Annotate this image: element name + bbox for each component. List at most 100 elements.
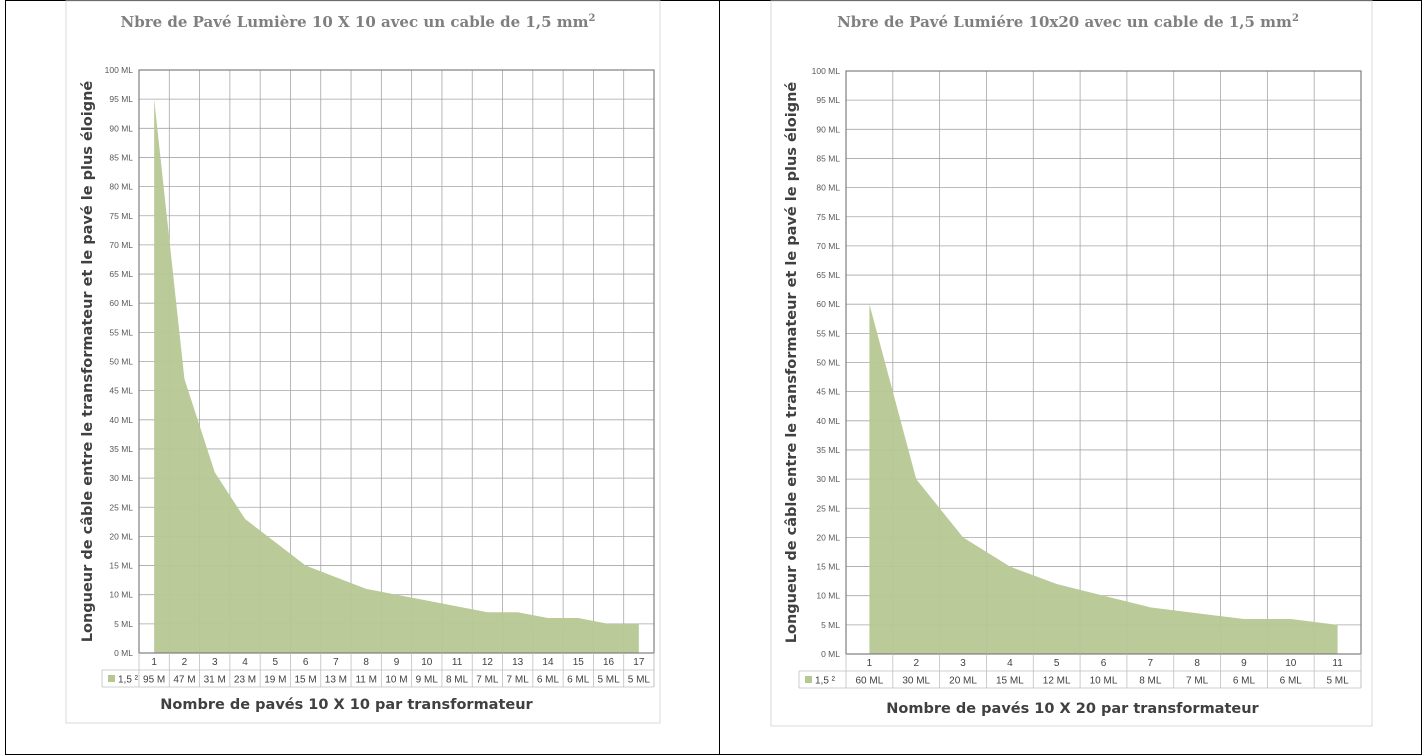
data-table-value: 47 M: [173, 675, 195, 686]
data-table-value: 8 ML: [1139, 676, 1162, 687]
x-tick-label: 2: [913, 658, 919, 669]
y-tick-label: 50 ML: [109, 357, 133, 367]
y-tick-label: 60 ML: [109, 298, 133, 308]
data-table-value: 19 M: [264, 675, 286, 686]
x-tick-label: 8: [1194, 658, 1200, 669]
data-table-value: 15 M: [295, 675, 317, 686]
legend-label: 1,5 ²: [815, 676, 836, 687]
legend-key: [805, 676, 812, 683]
y-tick-label: 55 ML: [109, 327, 133, 337]
data-table-value: 11 M: [355, 675, 377, 686]
x-tick-label: 4: [242, 657, 248, 668]
x-tick-label: 17: [633, 657, 645, 668]
x-tick-label: 9: [1241, 658, 1247, 669]
x-tick-label: 2: [182, 657, 188, 668]
x-tick-label: 10: [421, 657, 433, 668]
x-tick-label: 9: [394, 657, 400, 668]
data-table-value: 6 ML: [537, 675, 560, 686]
y-tick-label: 65 ML: [109, 269, 133, 279]
y-tick-label: 45 ML: [109, 386, 133, 396]
y-tick-label: 75 ML: [816, 212, 840, 222]
y-tick-label: 65 ML: [816, 270, 840, 280]
y-tick-label: 70 ML: [816, 241, 840, 251]
y-tick-label: 100 ML: [105, 65, 134, 75]
y-tick-label: 25 ML: [109, 502, 133, 512]
chart-title-superscript: 2: [1292, 13, 1299, 24]
y-tick-label: 0 ML: [821, 649, 840, 659]
legend-key: [108, 675, 115, 682]
y-tick-label: 10 ML: [816, 591, 840, 601]
data-table-value: 31 M: [204, 675, 226, 686]
x-tick-label: 5: [1054, 658, 1060, 669]
y-tick-label: 40 ML: [109, 415, 133, 425]
y-tick-label: 55 ML: [816, 328, 840, 338]
x-tick-label: 7: [333, 657, 339, 668]
x-tick-label: 11: [1332, 658, 1343, 669]
data-table-value: 6 ML: [1280, 676, 1303, 687]
y-tick-label: 60 ML: [816, 299, 840, 309]
table-cell-left: Nbre de Pavé Lumière 10 X 10 avec un cab…: [5, 0, 720, 755]
data-table-value: 60 ML: [856, 676, 884, 687]
data-table-value: 30 ML: [902, 676, 930, 687]
y-tick-label: 45 ML: [816, 387, 840, 397]
data-table-value: 6 ML: [567, 675, 590, 686]
x-tick-label: 6: [303, 657, 309, 668]
x-tick-label: 5: [273, 657, 279, 668]
data-table-value: 7 ML: [1186, 676, 1209, 687]
data-table-value: 23 M: [234, 675, 256, 686]
chart-title: Nbre de Pavé Lumière 10 X 10 avec un cab…: [121, 13, 596, 31]
data-table-value: 9 ML: [416, 675, 439, 686]
x-tick-label: 6: [1101, 658, 1107, 669]
y-tick-label: 0 ML: [114, 648, 133, 658]
y-tick-label: 50 ML: [816, 358, 840, 368]
x-tick-label: 1: [867, 658, 873, 669]
table-cell-right: Nbre de Pavé Lumiére 10x20 avec un cable…: [719, 0, 1422, 755]
y-tick-label: 15 ML: [109, 561, 133, 571]
x-tick-label: 12: [482, 657, 494, 668]
y-tick-label: 10 ML: [109, 590, 133, 600]
chart-title-text: Nbre de Pavé Lumière 10 X 10 avec un cab…: [121, 13, 589, 31]
data-table-value: 7 ML: [507, 675, 530, 686]
y-tick-label: 15 ML: [816, 562, 840, 572]
x-tick-label: 14: [542, 657, 554, 668]
y-axis-title: Longueur de câble entre le transformateu…: [80, 81, 96, 643]
y-tick-label: 25 ML: [816, 503, 840, 513]
data-table-value: 5 ML: [1326, 676, 1349, 687]
chart-title-text: Nbre de Pavé Lumiére 10x20 avec un cable…: [837, 13, 1292, 31]
x-tick-label: 1: [151, 657, 157, 668]
y-tick-label: 75 ML: [109, 211, 133, 221]
y-tick-label: 5 ML: [821, 620, 840, 630]
x-axis-title: Nombre de pavés 10 X 10 par transformate…: [160, 697, 533, 713]
x-tick-label: 16: [603, 657, 615, 668]
y-tick-label: 95 ML: [816, 95, 840, 105]
x-axis-title: Nombre de pavés 10 X 20 par transformate…: [886, 701, 1259, 717]
x-tick-label: 11: [452, 657, 463, 668]
y-axis-title: Longueur de câble entre le transformateu…: [784, 82, 800, 644]
data-table-value: 7 ML: [476, 675, 499, 686]
data-table-value: 8 ML: [446, 675, 469, 686]
data-table-value: 95 M: [143, 675, 165, 686]
y-tick-label: 70 ML: [109, 240, 133, 250]
data-table-value: 5 ML: [628, 675, 651, 686]
y-tick-label: 90 ML: [816, 124, 840, 134]
y-tick-label: 100 ML: [812, 66, 841, 76]
y-tick-label: 20 ML: [816, 532, 840, 542]
x-tick-label: 4: [1007, 658, 1013, 669]
legend-label: 1,5 ²: [118, 675, 139, 686]
data-table-value: 6 ML: [1233, 676, 1256, 687]
data-table-value: 5 ML: [597, 675, 620, 686]
x-tick-label: 10: [1285, 658, 1297, 669]
y-tick-label: 85 ML: [109, 152, 133, 162]
x-tick-label: 8: [363, 657, 369, 668]
y-tick-label: 80 ML: [816, 183, 840, 193]
data-table-value: 15 ML: [996, 676, 1024, 687]
data-table-value: 12 ML: [1043, 676, 1071, 687]
x-tick-label: 13: [512, 657, 524, 668]
x-tick-label: 15: [573, 657, 585, 668]
y-tick-label: 85 ML: [816, 153, 840, 163]
data-table-value: 10 ML: [1090, 676, 1118, 687]
data-table-value: 10 M: [385, 675, 407, 686]
y-tick-label: 30 ML: [816, 474, 840, 484]
y-tick-label: 40 ML: [816, 416, 840, 426]
